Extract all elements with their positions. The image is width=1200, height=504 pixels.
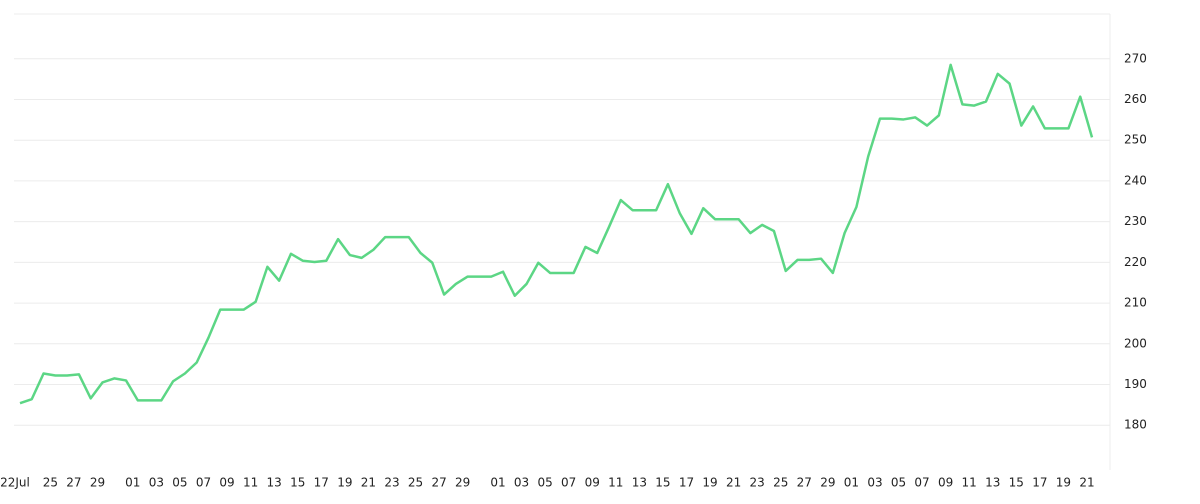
x-tick-label: 17: [314, 476, 329, 490]
x-tick-label: 01: [844, 476, 859, 490]
x-tick-label: 01: [490, 476, 505, 490]
y-tick-label: 200: [1124, 336, 1147, 350]
x-tick-label: 25: [43, 476, 58, 490]
x-tick-label: 19: [337, 476, 352, 490]
x-tick-label: 11: [962, 476, 977, 490]
x-tick-label: 25: [408, 476, 423, 490]
y-tick-label: 210: [1124, 296, 1147, 310]
x-tick-label: 09: [219, 476, 234, 490]
x-tick-label: 11: [243, 476, 258, 490]
x-tick-label: 11: [608, 476, 623, 490]
x-tick-label: 09: [585, 476, 600, 490]
x-tick-label: 22Jul: [0, 476, 30, 490]
x-tick-label: 05: [891, 476, 906, 490]
x-tick-label: 29: [90, 476, 105, 490]
y-tick-label: 250: [1124, 133, 1147, 147]
y-tick-label: 220: [1124, 255, 1147, 269]
y-tick-label: 230: [1124, 214, 1147, 228]
x-tick-label: 07: [196, 476, 211, 490]
x-tick-label: 15: [655, 476, 670, 490]
x-tick-label: 15: [290, 476, 305, 490]
x-tick-label: 29: [455, 476, 470, 490]
x-tick-label: 05: [172, 476, 187, 490]
y-tick-label: 180: [1124, 418, 1147, 432]
x-tick-label: 23: [750, 476, 765, 490]
x-tick-label: 13: [632, 476, 647, 490]
y-tick-label: 270: [1124, 51, 1147, 65]
x-tick-label: 17: [1032, 476, 1047, 490]
x-tick-label: 07: [914, 476, 929, 490]
line: [19, 63, 1094, 405]
x-tick-label: 13: [985, 476, 1000, 490]
x-tick-label: 21: [726, 476, 741, 490]
x-tick-label: 21: [361, 476, 376, 490]
x-tick-label: 01: [125, 476, 140, 490]
x-tick-label: 19: [702, 476, 717, 490]
x-tick-label: 13: [267, 476, 282, 490]
x-tick-label: 23: [384, 476, 399, 490]
x-tick-label: 15: [1009, 476, 1024, 490]
y-tick-label: 260: [1124, 92, 1147, 106]
x-tick-label: 05: [537, 476, 552, 490]
x-tick-label: 27: [66, 476, 81, 490]
x-tick-label: 27: [431, 476, 446, 490]
x-tick-label: 03: [867, 476, 882, 490]
x-tick-label: 19: [1056, 476, 1071, 490]
x-tick-label: 09: [938, 476, 953, 490]
x-tick-label: 17: [679, 476, 694, 490]
y-tick-label: 240: [1124, 173, 1147, 187]
x-tick-label: 25: [773, 476, 788, 490]
x-tick-label: 27: [797, 476, 812, 490]
y-tick-label: 190: [1124, 377, 1147, 391]
x-tick-label: 03: [149, 476, 164, 490]
x-tick-label: 07: [561, 476, 576, 490]
x-tick-label: 03: [514, 476, 529, 490]
x-tick-label: 29: [820, 476, 835, 490]
x-tick-label: 21: [1079, 476, 1094, 490]
